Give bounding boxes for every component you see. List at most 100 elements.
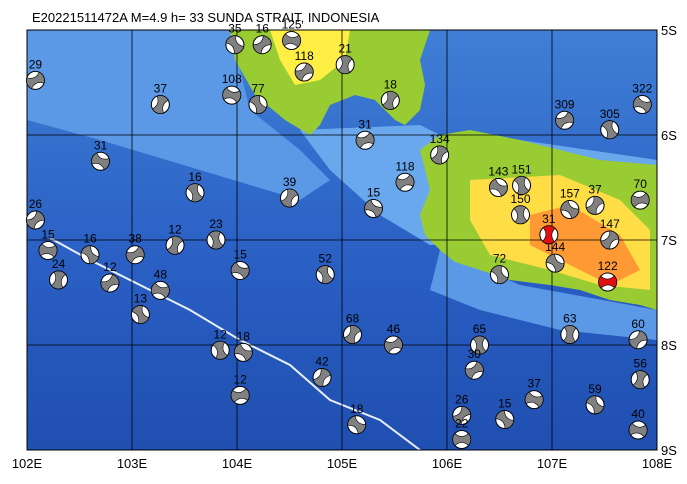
y-tick-label: 8S bbox=[661, 338, 677, 353]
focal-mechanism bbox=[512, 175, 532, 195]
depth-label: 18 bbox=[350, 402, 364, 416]
depth-label: 26 bbox=[29, 197, 43, 211]
compressional-quadrant bbox=[230, 261, 250, 279]
compressional-quadrant bbox=[555, 111, 574, 129]
compressional-quadrant bbox=[545, 253, 565, 273]
depth-label: 68 bbox=[346, 312, 360, 326]
focal-mechanism bbox=[380, 90, 400, 110]
depth-label: 31 bbox=[358, 117, 372, 131]
compressional-quadrant bbox=[26, 210, 45, 230]
compressional-quadrant bbox=[628, 330, 648, 349]
depth-label: 122 bbox=[598, 259, 618, 273]
compressional-quadrant bbox=[585, 395, 605, 415]
compressional-quadrant bbox=[282, 33, 301, 48]
focal-mechanism bbox=[585, 195, 605, 215]
depth-label: 38 bbox=[128, 232, 142, 246]
compressional-quadrant bbox=[513, 205, 528, 225]
depth-label: 65 bbox=[473, 322, 487, 336]
focal-mechanism bbox=[100, 273, 120, 293]
depth-label: 16 bbox=[256, 22, 270, 36]
focal-mechanism bbox=[555, 110, 575, 130]
focal-mechanism bbox=[628, 330, 648, 350]
depth-label: 118 bbox=[395, 159, 414, 173]
depth-label: 35 bbox=[228, 22, 242, 36]
focal-mechanism bbox=[248, 95, 268, 115]
depth-label: 18 bbox=[237, 329, 251, 343]
focal-mechanism bbox=[628, 420, 648, 440]
focal-mechanism bbox=[210, 340, 230, 360]
compressional-quadrant bbox=[490, 265, 509, 284]
depth-label: 12 bbox=[103, 260, 117, 274]
compressional-quadrant bbox=[364, 199, 383, 218]
depth-label: 26 bbox=[455, 392, 469, 406]
focal-mechanism bbox=[560, 325, 580, 344]
focal-mechanism bbox=[470, 335, 490, 355]
focal-mechanism bbox=[490, 265, 509, 285]
depth-label: 46 bbox=[387, 322, 401, 336]
compressional-quadrant bbox=[26, 71, 45, 89]
focal-mechanism bbox=[539, 225, 559, 245]
focal-mechanism bbox=[150, 95, 170, 115]
x-tick-label: 105E bbox=[327, 456, 358, 471]
depth-label: 52 bbox=[319, 252, 333, 266]
depth-label: 77 bbox=[251, 82, 265, 96]
focal-mechanism bbox=[464, 360, 484, 380]
y-tick-label: 5S bbox=[661, 23, 677, 38]
compressional-quadrant bbox=[294, 62, 314, 82]
focal-mechanism bbox=[206, 230, 226, 250]
focal-mechanism bbox=[335, 55, 355, 75]
compressional-quadrant bbox=[316, 265, 334, 284]
depth-label: 37 bbox=[154, 82, 168, 96]
compressional-quadrant bbox=[628, 422, 648, 438]
compressional-quadrant bbox=[249, 95, 267, 114]
focal-mechanism bbox=[225, 35, 245, 55]
x-tick-label: 104E bbox=[222, 456, 253, 471]
compressional-quadrant bbox=[382, 91, 399, 110]
compressional-quadrant bbox=[630, 192, 650, 208]
depth-label: 15 bbox=[367, 186, 381, 200]
compressional-quadrant bbox=[100, 274, 120, 293]
compressional-quadrant bbox=[230, 388, 250, 403]
compressional-quadrant bbox=[80, 245, 100, 264]
depth-label: 63 bbox=[563, 312, 577, 326]
depth-label: 12 bbox=[214, 327, 228, 341]
depth-label: 37 bbox=[527, 377, 541, 391]
focal-mechanism bbox=[545, 253, 565, 273]
focal-mechanism bbox=[230, 260, 250, 280]
depth-label: 15 bbox=[233, 247, 247, 261]
focal-mechanism bbox=[230, 385, 250, 405]
compressional-quadrant bbox=[495, 410, 515, 429]
focal-mechanism bbox=[600, 230, 620, 250]
focal-mechanism bbox=[488, 178, 508, 197]
compressional-quadrant bbox=[513, 176, 530, 195]
compressional-quadrant bbox=[252, 35, 272, 54]
depth-label: 22 bbox=[455, 417, 469, 431]
compressional-quadrant bbox=[125, 246, 145, 264]
compressional-quadrant bbox=[337, 55, 353, 74]
depth-label: 39 bbox=[283, 175, 297, 189]
compressional-quadrant bbox=[151, 282, 170, 299]
focal-mechanism bbox=[91, 151, 110, 171]
compressional-quadrant bbox=[225, 35, 245, 54]
depth-label: 309 bbox=[555, 97, 575, 111]
x-tick-label: 103E bbox=[117, 456, 148, 471]
compressional-quadrant bbox=[222, 87, 242, 103]
focal-mechanism bbox=[347, 415, 367, 435]
depth-label: 16 bbox=[83, 232, 97, 246]
depth-label: 29 bbox=[29, 57, 43, 71]
focal-mechanism bbox=[185, 183, 205, 203]
focal-mechanism bbox=[233, 342, 253, 362]
compressional-quadrant bbox=[212, 340, 228, 360]
frame bbox=[26, 29, 658, 451]
depth-label: 30 bbox=[468, 347, 482, 361]
compressional-quadrant bbox=[452, 406, 471, 425]
depth-label: 157 bbox=[560, 187, 580, 201]
x-tick-label: 107E bbox=[537, 456, 568, 471]
depth-label: 15 bbox=[498, 397, 512, 411]
focal-mechanism bbox=[600, 120, 620, 140]
depth-label: 12 bbox=[233, 372, 247, 386]
focal-mechanism bbox=[430, 145, 450, 165]
compressional-quadrant bbox=[186, 183, 204, 203]
focal-mechanism bbox=[49, 270, 68, 290]
